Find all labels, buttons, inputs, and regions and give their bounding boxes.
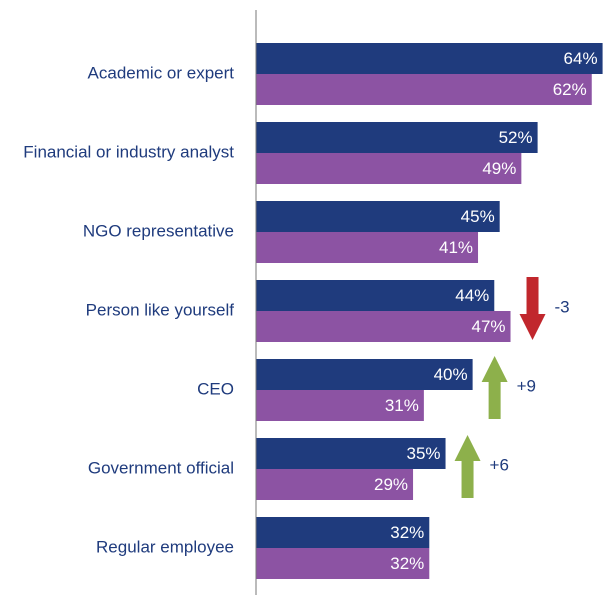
category-label: Academic or expert <box>88 63 235 82</box>
bar <box>256 280 495 311</box>
value-label: 47% <box>471 317 505 336</box>
value-label: 41% <box>439 238 473 257</box>
change-label: -3 <box>555 297 570 316</box>
category-label: CEO <box>197 379 234 398</box>
value-label: 32% <box>390 554 424 573</box>
value-label: 35% <box>407 444 441 463</box>
bar <box>256 390 424 421</box>
bar <box>256 311 511 342</box>
value-label: 62% <box>553 80 587 99</box>
change-arrow <box>454 435 481 498</box>
bar <box>256 438 446 469</box>
bar <box>256 201 500 232</box>
bar <box>256 122 538 153</box>
bar <box>256 359 473 390</box>
value-label: 32% <box>390 523 424 542</box>
category-label: Person like yourself <box>86 300 235 319</box>
change-label: +6 <box>490 455 509 474</box>
value-label: 44% <box>455 286 489 305</box>
bar <box>256 43 603 74</box>
value-label: 49% <box>482 159 516 178</box>
bar <box>256 74 592 105</box>
bar <box>256 517 430 548</box>
value-label: 52% <box>499 128 533 147</box>
value-label: 64% <box>564 49 598 68</box>
category-label: Financial or industry analyst <box>23 142 234 161</box>
change-label: +9 <box>517 376 536 395</box>
bar <box>256 548 430 579</box>
category-label: Government official <box>88 458 234 477</box>
value-label: 45% <box>461 207 495 226</box>
value-label: 40% <box>434 365 468 384</box>
bar <box>256 469 414 500</box>
change-arrow <box>481 356 508 419</box>
bar <box>256 232 479 263</box>
category-label: NGO representative <box>83 221 234 240</box>
value-label: 29% <box>374 475 408 494</box>
value-label: 31% <box>385 396 419 415</box>
bar <box>256 153 522 184</box>
category-label: Regular employee <box>96 537 234 556</box>
change-arrow <box>519 277 546 340</box>
